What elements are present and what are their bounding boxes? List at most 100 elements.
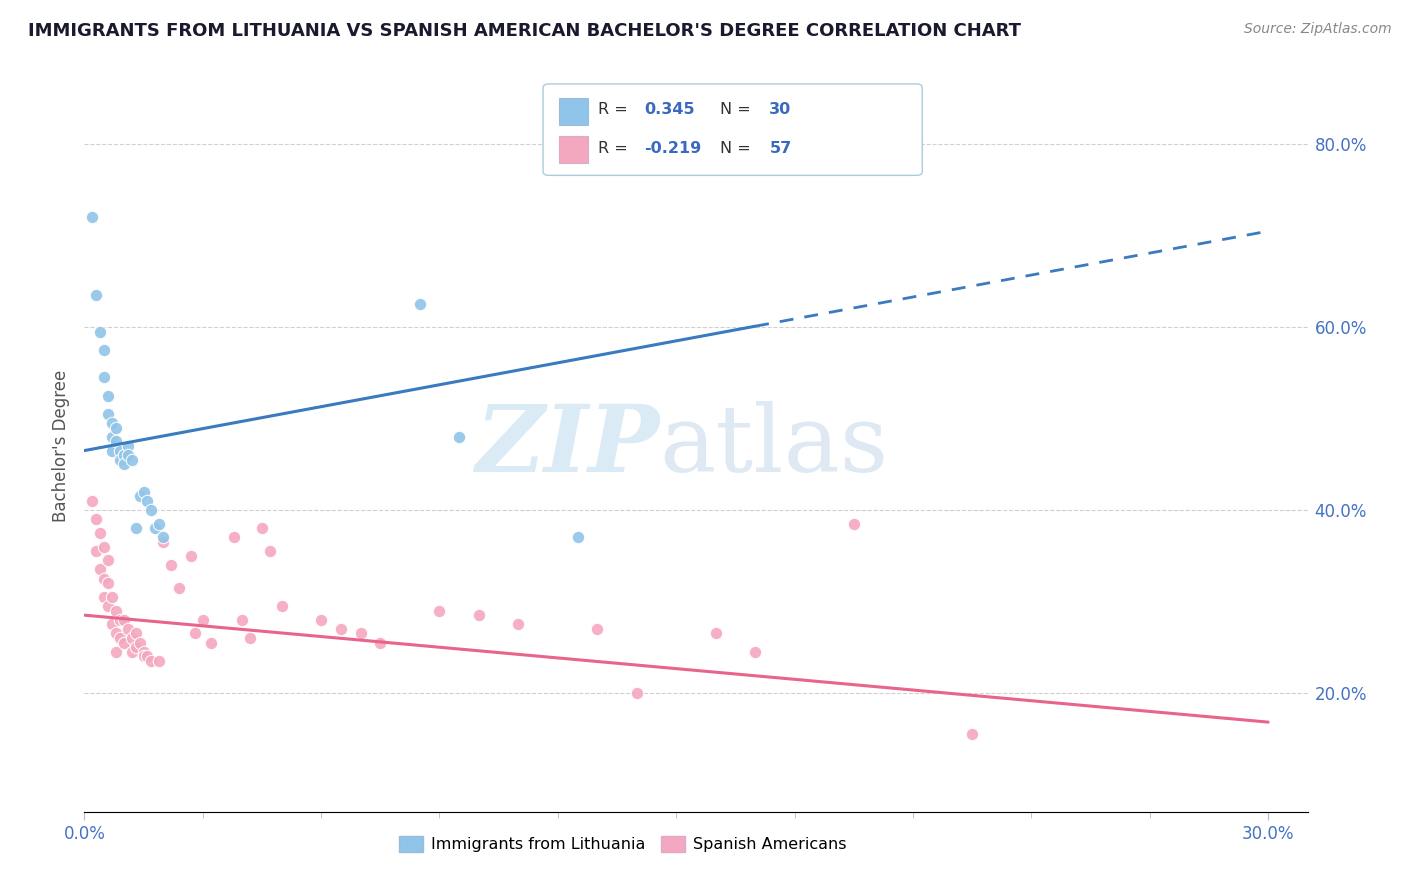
Point bbox=[132, 649, 155, 664]
Point bbox=[132, 484, 155, 499]
Point bbox=[744, 645, 766, 659]
Text: atlas: atlas bbox=[659, 401, 889, 491]
Point bbox=[121, 631, 143, 645]
Point bbox=[184, 626, 207, 640]
Legend: Immigrants from Lithuania, Spanish Americans: Immigrants from Lithuania, Spanish Ameri… bbox=[392, 830, 853, 859]
Point bbox=[124, 640, 146, 655]
Point bbox=[101, 443, 124, 458]
Point bbox=[329, 622, 352, 636]
Text: R =: R = bbox=[598, 103, 633, 118]
Point bbox=[121, 452, 143, 467]
Point bbox=[191, 613, 214, 627]
Point bbox=[89, 325, 111, 339]
Point bbox=[117, 622, 139, 636]
Point bbox=[704, 626, 727, 640]
Point bbox=[84, 288, 107, 302]
Point bbox=[93, 370, 115, 384]
Point bbox=[121, 645, 143, 659]
Point bbox=[250, 521, 273, 535]
Point bbox=[97, 599, 120, 613]
Point bbox=[239, 631, 262, 645]
Point bbox=[586, 622, 609, 636]
Point bbox=[101, 617, 124, 632]
Point bbox=[429, 604, 451, 618]
Point bbox=[93, 590, 115, 604]
Point bbox=[128, 635, 150, 649]
Text: Source: ZipAtlas.com: Source: ZipAtlas.com bbox=[1244, 22, 1392, 37]
Point bbox=[104, 604, 127, 618]
Point bbox=[136, 649, 159, 664]
Point bbox=[136, 494, 159, 508]
Point bbox=[101, 416, 124, 430]
Point bbox=[97, 576, 120, 591]
Text: R =: R = bbox=[598, 141, 633, 156]
Point bbox=[101, 590, 124, 604]
Point bbox=[141, 654, 163, 668]
Text: ZIP: ZIP bbox=[475, 401, 659, 491]
Point bbox=[167, 581, 190, 595]
Point bbox=[368, 635, 391, 649]
Y-axis label: Bachelor's Degree: Bachelor's Degree bbox=[52, 370, 70, 522]
Point bbox=[141, 503, 163, 517]
Point bbox=[508, 617, 530, 632]
Point bbox=[270, 599, 292, 613]
Point bbox=[112, 448, 135, 462]
Text: 30: 30 bbox=[769, 103, 792, 118]
Point bbox=[97, 389, 120, 403]
Point bbox=[124, 521, 146, 535]
Point bbox=[960, 727, 983, 741]
Text: N =: N = bbox=[720, 141, 756, 156]
Point bbox=[89, 562, 111, 576]
Point bbox=[112, 457, 135, 471]
Point bbox=[108, 631, 131, 645]
Point bbox=[101, 430, 124, 444]
Point bbox=[224, 530, 246, 544]
Point bbox=[128, 489, 150, 503]
Point bbox=[112, 635, 135, 649]
Text: 57: 57 bbox=[769, 141, 792, 156]
Point bbox=[89, 525, 111, 540]
Text: 0.345: 0.345 bbox=[644, 103, 695, 118]
Point bbox=[93, 572, 115, 586]
Point bbox=[108, 452, 131, 467]
Point bbox=[117, 439, 139, 453]
Point bbox=[104, 434, 127, 449]
Point bbox=[180, 549, 202, 563]
Point bbox=[567, 530, 589, 544]
Point bbox=[82, 211, 104, 225]
Point bbox=[112, 613, 135, 627]
Point bbox=[82, 494, 104, 508]
Point bbox=[84, 512, 107, 526]
Point bbox=[93, 540, 115, 554]
Point bbox=[449, 430, 471, 444]
Point bbox=[104, 645, 127, 659]
FancyBboxPatch shape bbox=[560, 136, 588, 163]
Point bbox=[124, 626, 146, 640]
Point bbox=[349, 626, 371, 640]
Point bbox=[200, 635, 222, 649]
Point bbox=[97, 553, 120, 567]
Point bbox=[152, 530, 174, 544]
Point bbox=[842, 516, 865, 531]
Point bbox=[108, 443, 131, 458]
Point bbox=[626, 686, 648, 700]
FancyBboxPatch shape bbox=[543, 84, 922, 176]
Point bbox=[132, 645, 155, 659]
Text: N =: N = bbox=[720, 103, 756, 118]
Point bbox=[104, 421, 127, 435]
Point bbox=[160, 558, 183, 572]
Point bbox=[108, 613, 131, 627]
Point bbox=[152, 535, 174, 549]
Point bbox=[231, 613, 253, 627]
Point bbox=[104, 626, 127, 640]
Point bbox=[117, 448, 139, 462]
FancyBboxPatch shape bbox=[560, 97, 588, 126]
Text: -0.219: -0.219 bbox=[644, 141, 702, 156]
Text: IMMIGRANTS FROM LITHUANIA VS SPANISH AMERICAN BACHELOR'S DEGREE CORRELATION CHAR: IMMIGRANTS FROM LITHUANIA VS SPANISH AME… bbox=[28, 22, 1021, 40]
Point bbox=[93, 343, 115, 357]
Point bbox=[468, 608, 491, 623]
Point bbox=[309, 613, 332, 627]
Point bbox=[145, 521, 167, 535]
Point bbox=[259, 544, 281, 558]
Point bbox=[409, 297, 432, 311]
